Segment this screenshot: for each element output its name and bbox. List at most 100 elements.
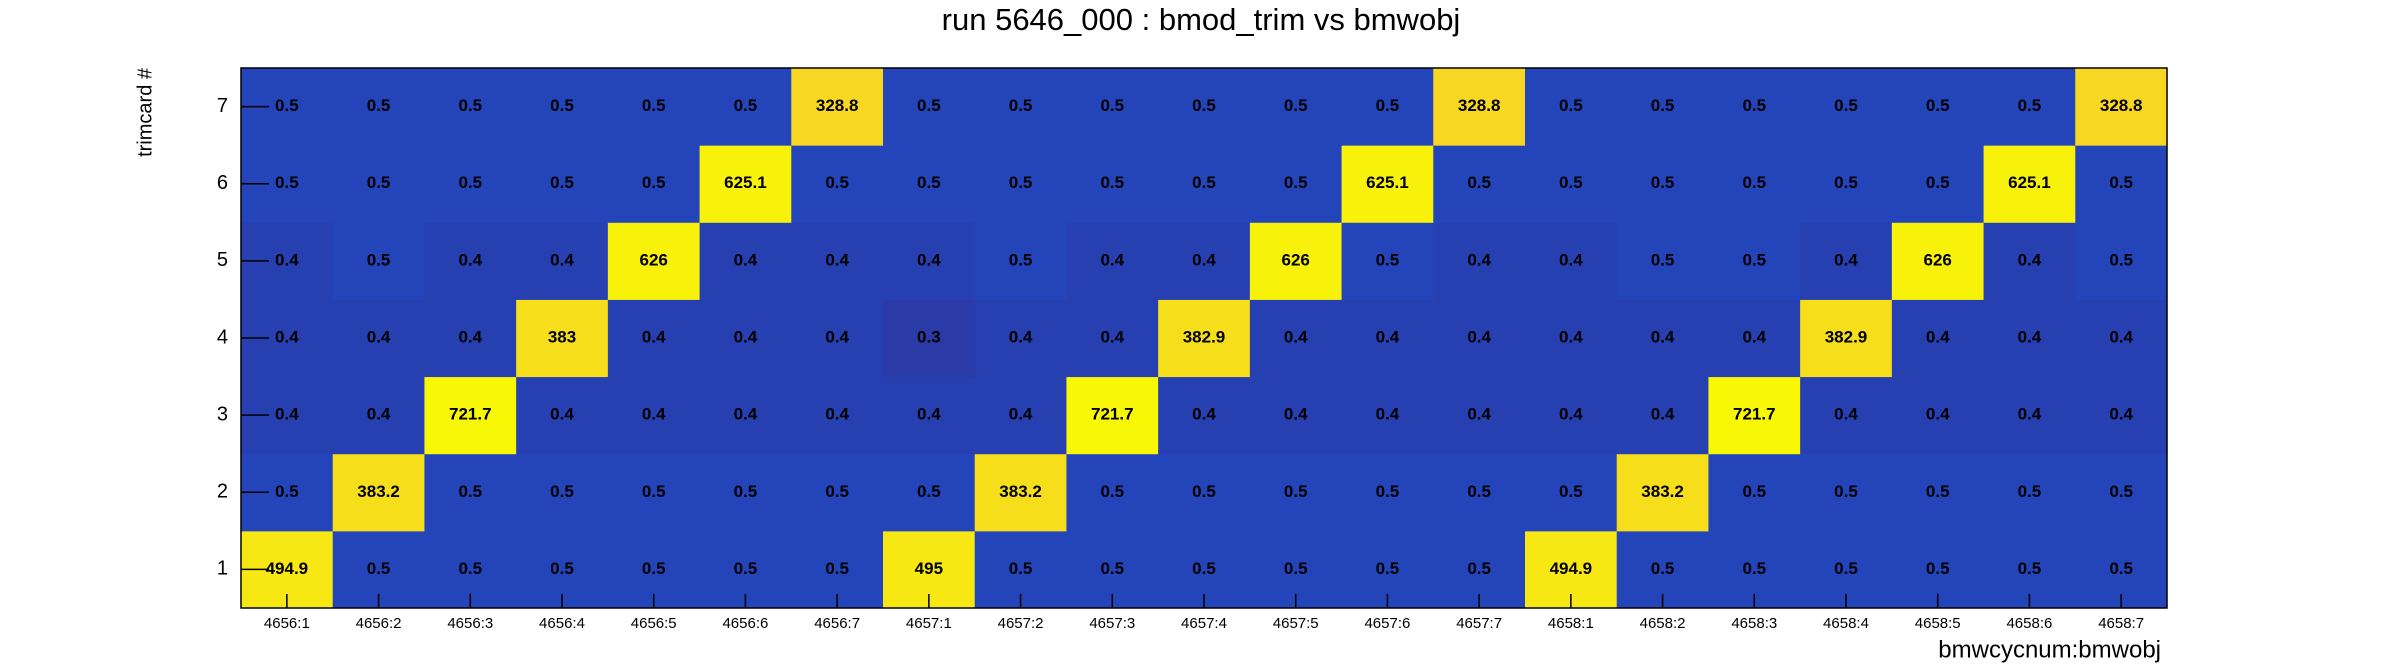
cell-label: 0.5 — [1009, 173, 1033, 192]
cell — [424, 145, 517, 223]
cell-label: 0.5 — [550, 559, 574, 578]
cell — [1249, 145, 1343, 223]
cell-label: 721.7 — [1733, 405, 1776, 424]
cell — [1800, 222, 1893, 300]
cell-label: 0.5 — [1376, 482, 1400, 501]
cell-label: 0.5 — [2018, 559, 2042, 578]
cell-label: 0.4 — [1100, 250, 1124, 269]
cell — [699, 376, 792, 455]
cell — [1525, 299, 1618, 378]
cell-label: 0.4 — [1009, 405, 1033, 424]
cell-label: 494.9 — [266, 559, 309, 578]
cell — [1983, 222, 2076, 300]
cell-label: 0.5 — [1742, 96, 1766, 115]
cell — [516, 222, 609, 300]
cell — [1525, 145, 1618, 223]
cell-label: 626 — [1282, 250, 1310, 269]
cell — [1525, 453, 1618, 532]
cell-label: 0.5 — [734, 559, 758, 578]
cell-label: 0.4 — [1651, 327, 1675, 346]
cell-label: 0.4 — [734, 250, 758, 269]
cell-label: 0.5 — [825, 173, 849, 192]
cell-label: 0.5 — [1926, 96, 1950, 115]
cell — [1525, 222, 1618, 300]
cell-label: 0.4 — [458, 250, 482, 269]
cell — [332, 222, 425, 300]
cell — [1158, 222, 1251, 300]
cell-label: 0.4 — [1559, 405, 1583, 424]
cell-label: 0.4 — [1742, 327, 1766, 346]
cell-label: 0.5 — [734, 482, 758, 501]
cell — [516, 68, 609, 146]
x-tick-label: 4658:2 — [1640, 615, 1686, 632]
x-tick-label: 4656:3 — [447, 615, 493, 632]
cell-label: 0.4 — [1009, 327, 1033, 346]
cell-label: 383.2 — [357, 482, 400, 501]
cell — [1066, 145, 1159, 223]
cell-label: 0.4 — [1284, 327, 1308, 346]
cell — [424, 453, 517, 532]
cell-label: 0.5 — [458, 482, 482, 501]
cell-label: 0.4 — [367, 405, 391, 424]
cell — [1891, 376, 1985, 455]
cell — [1891, 453, 1985, 532]
cell — [1433, 453, 1526, 532]
cell — [1066, 376, 1159, 455]
x-tick-label: 4658:5 — [1915, 615, 1961, 632]
cell — [1341, 453, 1434, 532]
cell — [1158, 68, 1251, 146]
cell-label: 0.4 — [275, 250, 299, 269]
cell — [1525, 68, 1618, 146]
x-tick-label: 4657:7 — [1456, 615, 1502, 632]
cell-label: 0.5 — [642, 559, 666, 578]
cell — [1433, 376, 1526, 455]
cell-label: 0.5 — [642, 173, 666, 192]
cell — [974, 145, 1067, 223]
cell-label: 0.5 — [458, 96, 482, 115]
cell-label: 0.4 — [1192, 405, 1216, 424]
cell-label: 0.4 — [458, 327, 482, 346]
cell — [974, 68, 1067, 146]
cell-label: 0.5 — [1100, 482, 1124, 501]
cell-label: 0.4 — [2109, 405, 2133, 424]
cell-label: 625.1 — [1366, 173, 1409, 192]
cell-label: 0.5 — [1926, 173, 1950, 192]
cell — [1158, 145, 1251, 223]
cell — [1341, 376, 1434, 455]
cell-label: 0.5 — [917, 173, 941, 192]
cell-label: 0.5 — [1926, 559, 1950, 578]
cell-label: 383 — [548, 327, 576, 346]
cell — [1800, 299, 1893, 378]
cell-label: 0.5 — [1834, 96, 1858, 115]
cell-label: 0.5 — [275, 482, 299, 501]
cell-label: 0.4 — [1284, 405, 1308, 424]
x-tick-label: 4657:4 — [1181, 615, 1227, 632]
y-tick-label: 1 — [217, 558, 228, 580]
cell — [607, 376, 701, 455]
cell — [516, 299, 609, 378]
cell — [424, 222, 517, 300]
cell-label: 0.5 — [825, 482, 849, 501]
cell — [1708, 222, 1801, 300]
cell-label: 0.5 — [1192, 559, 1216, 578]
cell — [1341, 299, 1434, 378]
cell-label: 0.4 — [825, 405, 849, 424]
cell — [1433, 68, 1526, 146]
cell — [1433, 299, 1526, 378]
cell — [791, 222, 884, 300]
cell-label: 0.5 — [1467, 559, 1491, 578]
cell — [607, 453, 701, 532]
cell — [1341, 68, 1434, 146]
cell-label: 0.5 — [2018, 482, 2042, 501]
cell — [2075, 453, 2168, 532]
cell-label: 0.4 — [1376, 405, 1400, 424]
cell — [1249, 299, 1343, 378]
cell-label: 0.4 — [825, 327, 849, 346]
cell-label: 0.5 — [1009, 559, 1033, 578]
cell — [1983, 376, 2076, 455]
cell-label: 721.7 — [449, 405, 492, 424]
x-tick-label: 4658:4 — [1823, 615, 1869, 632]
cell — [1708, 453, 1801, 532]
cell-label: 0.4 — [550, 405, 574, 424]
cell-label: 0.4 — [1376, 327, 1400, 346]
